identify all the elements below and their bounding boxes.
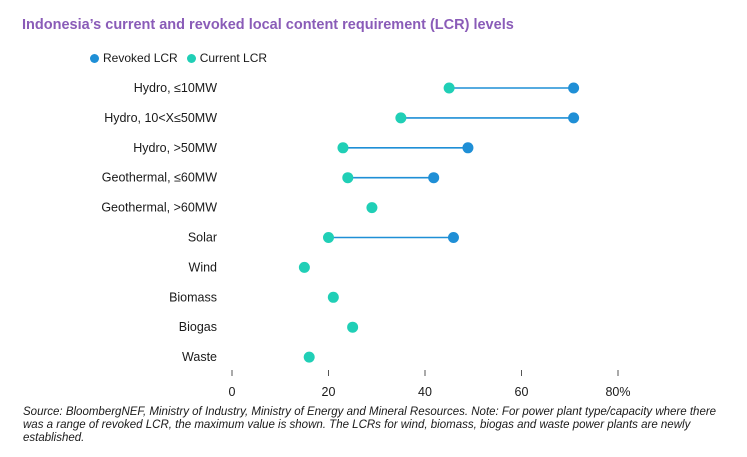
chart-title: Indonesia’s current and revoked local co… xyxy=(22,17,514,33)
dumbbell-chart: Hydro, ≤10MW Hydro, 10<X≤50MW Hydro, >50MW… xyxy=(101,81,630,399)
current-point xyxy=(395,112,407,124)
revoked-point xyxy=(462,142,474,154)
category-label: Solar xyxy=(188,231,217,245)
category-label: Hydro, ≤10MW xyxy=(134,81,217,95)
category-label: Waste xyxy=(182,350,217,364)
x-tick-label: 40 xyxy=(418,385,432,399)
category-label: Biomass xyxy=(169,290,217,304)
chart-legend: Revoked LCR Current LCR xyxy=(90,51,276,65)
legend-marker-revoked xyxy=(90,53,99,63)
x-tick-label: 20 xyxy=(322,385,336,399)
category-label: Biogas xyxy=(179,320,217,334)
legend-marker-current xyxy=(186,53,196,63)
current-point xyxy=(303,351,315,363)
x-tick-label: 0 xyxy=(229,385,236,399)
current-point xyxy=(366,202,378,214)
revoked-point xyxy=(428,172,440,184)
revoked-point xyxy=(568,82,580,94)
category-label: Wind xyxy=(189,260,218,274)
x-tick-label: 80% xyxy=(605,385,630,399)
current-point xyxy=(443,82,455,94)
category-label: Geothermal, >60MW xyxy=(101,201,217,215)
legend-label-current: Current LCR xyxy=(199,51,268,65)
current-point xyxy=(342,172,354,184)
revoked-point xyxy=(568,112,580,124)
current-point xyxy=(337,142,349,154)
current-point xyxy=(347,321,359,333)
current-point xyxy=(323,232,334,243)
category-label: Geothermal, ≤60MW xyxy=(102,171,217,185)
current-point xyxy=(298,261,310,273)
source-note: Source: BloombergNEF, Ministry of Indust… xyxy=(23,406,717,444)
revoked-point xyxy=(447,232,459,243)
legend-item-revoked: Revoked LCR xyxy=(90,51,178,65)
legend-item-current: Current LCR xyxy=(186,51,268,65)
category-label: Hydro, >50MW xyxy=(133,141,217,155)
x-tick-label: 60 xyxy=(515,385,529,399)
category-label: Hydro, 10<X≤50MW xyxy=(104,111,217,125)
current-point xyxy=(327,291,339,303)
legend-label-revoked: Revoked LCR xyxy=(103,51,178,65)
